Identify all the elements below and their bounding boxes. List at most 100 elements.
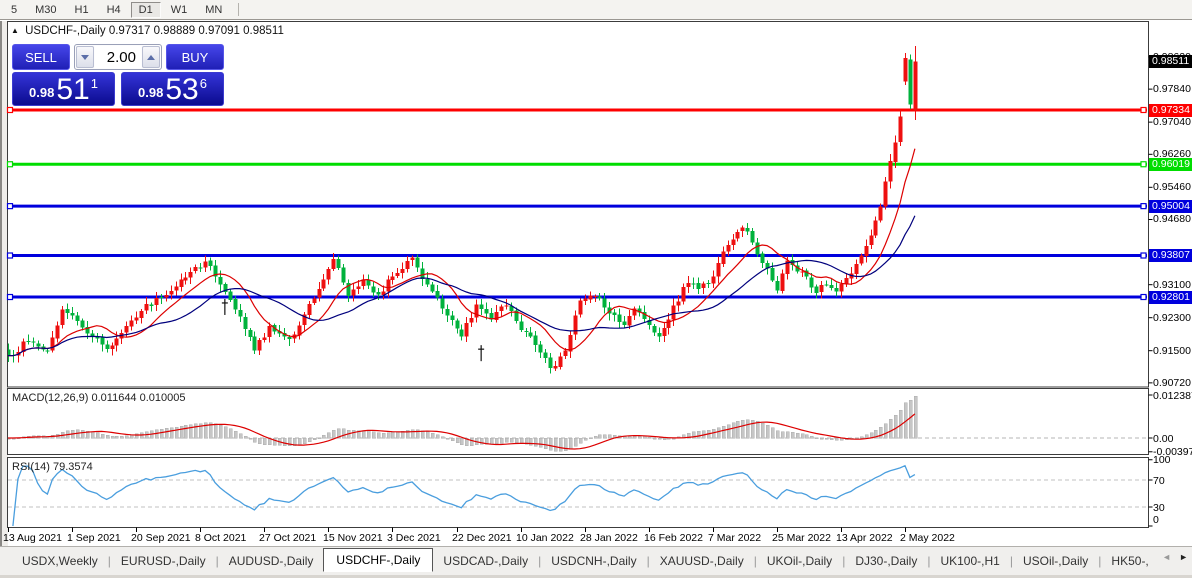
collapse-indicator-icon[interactable]: ▲ [11,26,19,35]
price-badge: 0.93807 [1149,249,1192,262]
timeframe-button-5[interactable]: 5 [11,3,18,16]
symbol-tab-hk50[interactable]: HK50-, [1111,554,1149,568]
date-axis-label: 22 Dec 2021 [452,532,512,544]
chart-title: ▲ USDCHF-,Daily 0.97317 0.98889 0.97091 … [11,25,284,37]
macd-values: 0.011644 0.010005 [91,392,186,404]
date-axis-label: 25 Mar 2022 [772,532,831,544]
symbol-tab-usdx-weekly[interactable]: USDX,Weekly [22,554,98,568]
sell-price-pip: 1 [90,76,98,91]
tab-separator: | [927,554,931,568]
price-axis-label: 0.96260 [1153,148,1191,160]
symbol-tab-usdcad-daily[interactable]: USDCAD-,Daily [443,554,529,568]
tab-separator: | [215,554,219,568]
date-axis-label: 16 Feb 2022 [644,532,703,544]
sell-price-display[interactable]: 0.98 51 1 [12,72,115,106]
date-axis-label: 13 Aug 2021 [3,532,62,544]
tab-scroll-left-icon[interactable]: ◄ [1162,552,1172,562]
macd-axis-label: 0.012387 [1153,390,1192,402]
tab-scroll-arrows: ◄ ► [1162,552,1188,562]
volume-decrease-button[interactable] [76,46,94,68]
volume-input[interactable] [95,46,141,68]
price-axis-label: 0.95460 [1153,181,1191,193]
tab-separator: | [107,554,111,568]
triangle-down-icon [81,54,89,60]
rsi-name: RSI(14) [12,461,50,473]
price-axis-label: 0.92300 [1153,312,1191,324]
macd-axis-label: 0.00 [1153,433,1174,445]
rsi-label: RSI(14) 79.3574 [12,461,93,473]
price-axis-label: 0.90720 [1153,377,1191,389]
tab-separator: | [753,554,757,568]
symbol-tab-ukoil-daily[interactable]: UKOil-,Daily [766,554,833,568]
rsi-value: 79.3574 [52,461,93,473]
price-badge: 0.95004 [1149,200,1192,213]
symbol-tab-usdcnh-daily[interactable]: USDCNH-,Daily [551,554,637,568]
price-axis-label: 0.94680 [1153,213,1191,225]
rsi-axis-label: 70 [1153,475,1165,487]
tab-separator: | [842,554,846,568]
sell-price-main: 51 [56,73,90,106]
window-bottom-frame [0,575,1192,578]
symbol-tab-bar: USDX,Weekly | EURUSD-,Daily | AUDUSD-,Daily U… [0,546,1192,575]
volume-increase-button[interactable] [142,46,160,68]
symbol-tab-dj30-daily[interactable]: DJ30-,Daily [855,554,918,568]
timeframe-toolbar: 5 M30 H1 H4 D1 W1 MN [0,0,1192,20]
tab-separator: | [646,554,650,568]
triangle-up-icon [147,54,155,60]
symbol-tab-xauusd-daily[interactable]: XAUUSD-,Daily [659,554,744,568]
date-axis-label: 13 Apr 2022 [836,532,893,544]
macd-label: MACD(12,26,9) 0.011644 0.010005 [12,392,185,404]
tab-separator: | [1009,554,1013,568]
tab-separator: | [538,554,542,568]
date-axis-label: 10 Jan 2022 [516,532,574,544]
buy-price-display[interactable]: 0.98 53 6 [121,72,224,106]
rsi-axis-label: 100 [1153,454,1171,466]
timeframe-button-mn[interactable]: MN [205,3,223,16]
date-axis-label: 28 Jan 2022 [580,532,638,544]
price-badge: 0.98511 [1149,55,1192,68]
rsi-axis-label: 30 [1153,502,1165,514]
volume-spinner [74,44,162,70]
price-axis-label: 0.97840 [1153,83,1191,95]
toolbar-separator [238,3,240,16]
symbol-tab-eurusd-daily[interactable]: EURUSD-,Daily [120,554,206,568]
tab-separator: | [1098,554,1102,568]
date-axis-label: 1 Sep 2021 [67,532,121,544]
symbol-tab-usoil-daily[interactable]: USOil-,Daily [1022,554,1089,568]
timeframe-button-w1[interactable]: W1 [170,3,188,16]
symbol-tab-usdchf-daily[interactable]: USDCHF-,Daily [323,548,434,572]
date-axis-label: 7 Mar 2022 [708,532,762,544]
price-axis-label: 0.97040 [1153,116,1191,128]
price-badge: 0.97334 [1149,104,1192,117]
date-axis-label: 3 Dec 2021 [387,532,441,544]
chart-symbol-period: USDCHF-,Daily [25,25,106,37]
date-axis-label: 15 Nov 2021 [323,532,383,544]
symbol-tab-uk100-h1[interactable]: UK100-,H1 [940,554,1000,568]
rsi-axis-label: 0 [1153,514,1159,526]
price-axis-label: 0.91500 [1153,345,1191,357]
buy-price-prefix: 0.98 [138,85,164,100]
date-axis-label: 2 May 2022 [900,532,955,544]
sell-price-prefix: 0.98 [29,85,55,100]
sell-button[interactable]: SELL [12,44,70,70]
macd-axis-label: -0.00397 [1153,446,1192,458]
date-axis-label: 27 Oct 2021 [259,532,317,544]
date-axis-label: 20 Sep 2021 [131,532,191,544]
timeframe-button-h4[interactable]: H4 [106,3,121,16]
timeframe-button-d1[interactable]: D1 [130,1,161,18]
tab-scroll-right-icon[interactable]: ► [1179,552,1188,562]
date-axis-label: 8 Oct 2021 [195,532,247,544]
timeframe-button-h1[interactable]: H1 [74,3,89,16]
window-left-frame [0,21,8,577]
price-badge: 0.92801 [1149,291,1192,304]
buy-button[interactable]: BUY [166,44,224,70]
chart-ohlc-readout: 0.97317 0.98889 0.97091 0.98511 [108,25,284,37]
buy-price-main: 53 [165,73,199,106]
timeframe-button-m30[interactable]: M30 [35,3,57,16]
buy-price-pip: 6 [199,76,207,91]
symbol-tab-audusd-daily[interactable]: AUDUSD-,Daily [228,554,314,568]
macd-name: MACD(12,26,9) [12,392,89,404]
price-axis-label: 0.93100 [1153,279,1191,291]
